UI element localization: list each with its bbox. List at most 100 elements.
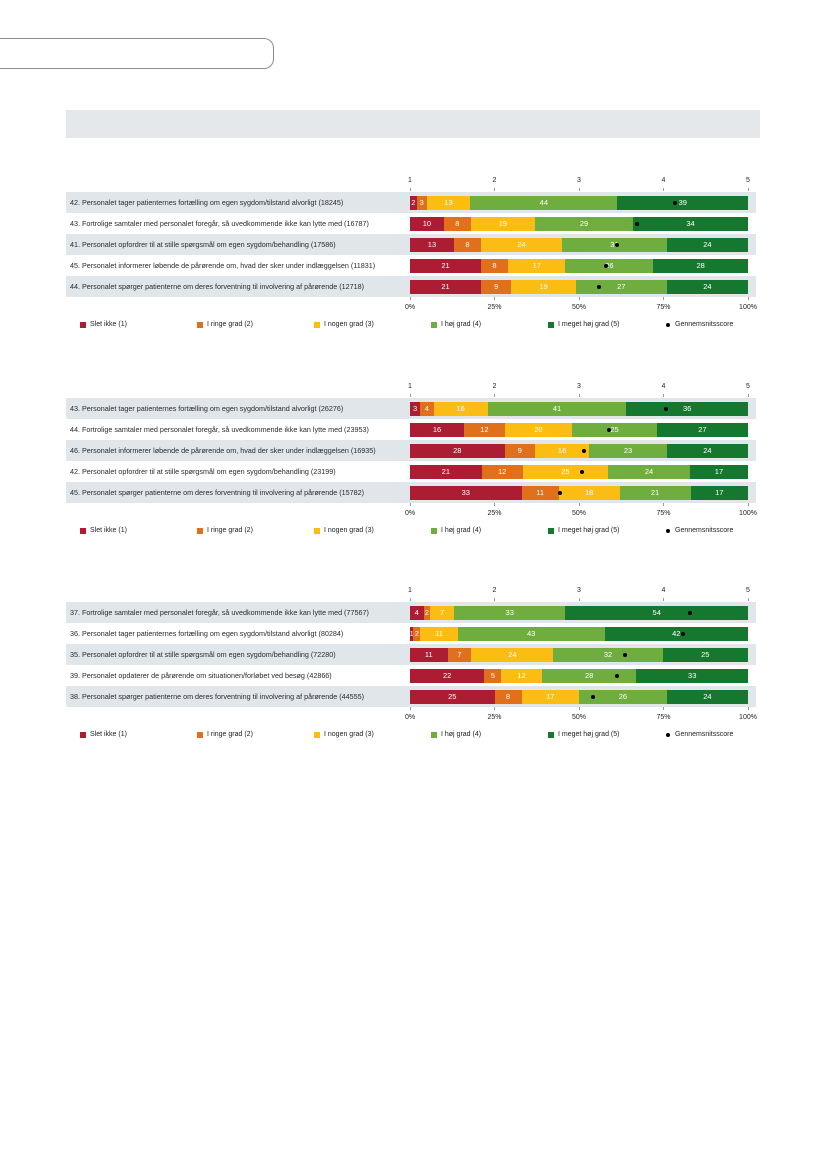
average-score-dot xyxy=(604,263,609,268)
legend-swatch xyxy=(548,732,554,738)
segment-value-label: 3 xyxy=(419,197,424,207)
score-tick-label: 5 xyxy=(746,177,750,184)
chart-row: 36. Personalet tager patienternes fortæl… xyxy=(66,623,756,644)
segment-value-label: 32 xyxy=(603,649,613,659)
segment-value-label: 5 xyxy=(490,670,495,680)
segment-value-label: 42 xyxy=(672,628,681,638)
bar-segment: 24 xyxy=(666,689,748,704)
segment-value-label: 25 xyxy=(448,691,457,701)
score-tick-mark xyxy=(494,598,495,601)
segment-value-label: 27 xyxy=(698,424,707,434)
score-tick-mark xyxy=(578,598,580,601)
segment-value-label: 8 xyxy=(505,691,511,701)
score-tick-mark xyxy=(663,598,664,601)
segment-value-label: 43 xyxy=(527,628,536,638)
legend-label: I nogen grad (3) xyxy=(324,527,374,534)
average-score-dot xyxy=(558,490,563,495)
bar-segment: 12 xyxy=(464,422,505,437)
bar-segment: 23 xyxy=(589,443,667,458)
segment-value-label: 17 xyxy=(546,691,555,701)
average-score-dot xyxy=(606,427,611,432)
average-score-dot xyxy=(664,406,669,411)
bar-segment: 26 xyxy=(565,258,654,273)
bar-segment: 4 xyxy=(420,401,434,416)
segment-value-label: 9 xyxy=(494,281,499,291)
score-tick-label: 2 xyxy=(492,587,497,594)
percent-tick-label: 25% xyxy=(487,510,502,517)
bar-segment: 28 xyxy=(410,443,505,458)
legend-item: Slet ikke (1) xyxy=(80,729,192,741)
legend-label: Gennemsnitsscore xyxy=(675,527,734,534)
average-score-dot xyxy=(597,284,602,289)
bar-segment: 11 xyxy=(410,647,448,662)
score-tick-mark xyxy=(494,188,495,191)
bar-segment: 9 xyxy=(480,279,512,294)
segment-value-label: 18 xyxy=(584,487,594,497)
legend-label: I nogen grad (3) xyxy=(324,321,374,328)
row-label: 39. Personalet opdaterer de pårørende om… xyxy=(70,671,332,680)
bar-segment: 1 xyxy=(410,626,414,641)
segment-value-label: 8 xyxy=(455,218,460,228)
segment-value-label: 36 xyxy=(682,403,692,413)
bar-segment: 28 xyxy=(653,258,748,273)
percent-tick-label: 50% xyxy=(571,510,587,517)
segment-value-label: 33 xyxy=(505,607,514,617)
legend-label: I høj grad (4) xyxy=(441,527,482,534)
segment-value-label: 25 xyxy=(561,466,570,476)
bar-segment: 33 xyxy=(453,605,566,620)
bar-segment: 31 xyxy=(562,237,667,252)
bar-segment: 8 xyxy=(443,216,471,231)
segment-value-label: 2 xyxy=(414,628,419,638)
segment-value-label: 28 xyxy=(584,670,594,680)
legend-swatch xyxy=(80,732,86,738)
bar-segment: 19 xyxy=(511,279,576,294)
chart-row: 39. Personalet opdaterer de pårørende om… xyxy=(66,665,756,686)
row-label: 44. Personalet spørger patienterne om de… xyxy=(70,282,365,291)
legend-item: I meget høj grad (5) xyxy=(548,319,660,331)
score-tick-label: 5 xyxy=(746,587,750,594)
average-score-dot xyxy=(687,610,692,615)
bar-segment: 21 xyxy=(410,279,481,294)
percent-tick-mark xyxy=(578,503,580,506)
legend-swatch xyxy=(431,528,437,534)
score-tick-label: 1 xyxy=(408,383,412,390)
bar-segment: 19 xyxy=(470,216,536,231)
segment-value-label: 21 xyxy=(441,281,450,291)
score-tick-mark xyxy=(663,394,664,397)
legend-item: I nogen grad (3) xyxy=(314,525,426,537)
legend-swatch xyxy=(431,732,437,738)
bar-segment: 10 xyxy=(410,216,444,231)
score-tick-label: 3 xyxy=(577,383,581,390)
segment-value-label: 3 xyxy=(412,403,418,413)
bar-segment: 42 xyxy=(604,626,748,641)
segment-value-label: 8 xyxy=(492,260,497,270)
legend-item: I meget høj grad (5) xyxy=(548,729,660,741)
score-tick-label: 1 xyxy=(408,587,412,594)
legend-item: I ringe grad (2) xyxy=(197,729,309,741)
percent-tick-mark xyxy=(494,707,495,710)
bar-segment: 24 xyxy=(666,237,748,252)
stacked-bar-chart: 1 2 3 4 5 42. Personalet tager patienternes f… xyxy=(66,175,760,335)
legend-label: I ringe grad (2) xyxy=(207,527,253,534)
row-label: 44. Fortrolige samtaler med personalet f… xyxy=(70,425,369,434)
percent-tick-label: 0% xyxy=(404,304,416,311)
percent-tick-mark xyxy=(494,503,495,506)
segment-value-label: 33 xyxy=(461,487,470,497)
bar-segment: 25 xyxy=(572,422,657,437)
legend-swatch xyxy=(548,322,554,328)
bar-segment: 33 xyxy=(410,485,522,500)
bar-segment: 11 xyxy=(420,626,458,641)
segment-value-label: 4 xyxy=(424,403,429,413)
bar-segment: 24 xyxy=(480,237,563,252)
percent-tick-mark xyxy=(409,503,411,506)
bar-segment: 24 xyxy=(471,647,554,662)
bar-segment: 7 xyxy=(447,647,472,662)
legend-label: I meget høj grad (5) xyxy=(558,321,620,328)
score-tick-label: 2 xyxy=(492,177,497,184)
row-label: 41. Personalet opfordrer til at stille s… xyxy=(70,240,336,249)
percent-tick-label: 50% xyxy=(571,304,587,311)
bar-segment: 21 xyxy=(410,464,482,479)
segment-value-label: 28 xyxy=(696,260,705,270)
bar-segment: 7 xyxy=(430,605,454,620)
legend-swatch xyxy=(314,322,320,328)
